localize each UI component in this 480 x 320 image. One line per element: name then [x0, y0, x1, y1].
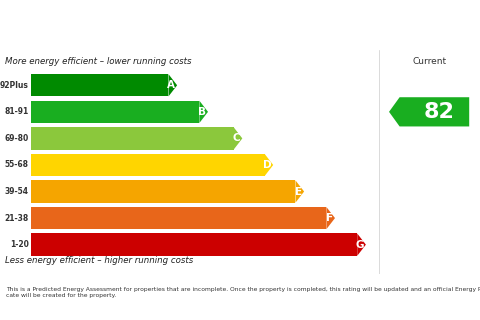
Text: More energy efficient – lower running costs: More energy efficient – lower running co… — [5, 58, 192, 67]
Text: 82: 82 — [424, 102, 455, 122]
Text: 1-20: 1-20 — [10, 240, 29, 249]
Text: A: A — [167, 80, 175, 90]
Bar — [31, 127, 234, 149]
Bar — [31, 180, 296, 203]
Text: C: C — [233, 133, 240, 143]
Text: F: F — [326, 213, 333, 223]
Text: Less energy efficient – higher running costs: Less energy efficient – higher running c… — [5, 256, 193, 265]
Text: This is a Predicted Energy Assessment for properties that are incomplete. Once t: This is a Predicted Energy Assessment fo… — [6, 287, 480, 298]
Bar — [31, 74, 168, 96]
Text: 21-38: 21-38 — [4, 213, 29, 223]
Text: Block C: Block C — [288, 6, 346, 20]
Text: Plots 189, 190, 191 & 195: Plots 189, 190, 191 & 195 — [288, 31, 415, 41]
Polygon shape — [168, 74, 177, 96]
Text: 39-54: 39-54 — [5, 187, 29, 196]
Bar — [31, 154, 264, 176]
Text: Current: Current — [412, 58, 447, 67]
Polygon shape — [234, 127, 242, 149]
Bar — [31, 101, 199, 123]
Polygon shape — [199, 101, 208, 123]
Bar — [31, 234, 357, 256]
Text: 55-68: 55-68 — [5, 160, 29, 170]
Bar — [31, 207, 326, 229]
Polygon shape — [357, 234, 366, 256]
Text: E: E — [295, 187, 302, 196]
Polygon shape — [264, 154, 273, 176]
Text: 81-91: 81-91 — [4, 107, 29, 116]
Text: G: G — [356, 240, 364, 250]
Text: D: D — [263, 160, 271, 170]
Polygon shape — [326, 207, 335, 229]
Polygon shape — [296, 180, 304, 203]
Polygon shape — [389, 97, 469, 126]
Text: B: B — [198, 107, 206, 117]
Text: Predicted Energy Assessment:: Predicted Energy Assessment: — [7, 17, 235, 30]
Text: 92Plus: 92Plus — [0, 81, 29, 90]
Text: 69-80: 69-80 — [4, 134, 29, 143]
